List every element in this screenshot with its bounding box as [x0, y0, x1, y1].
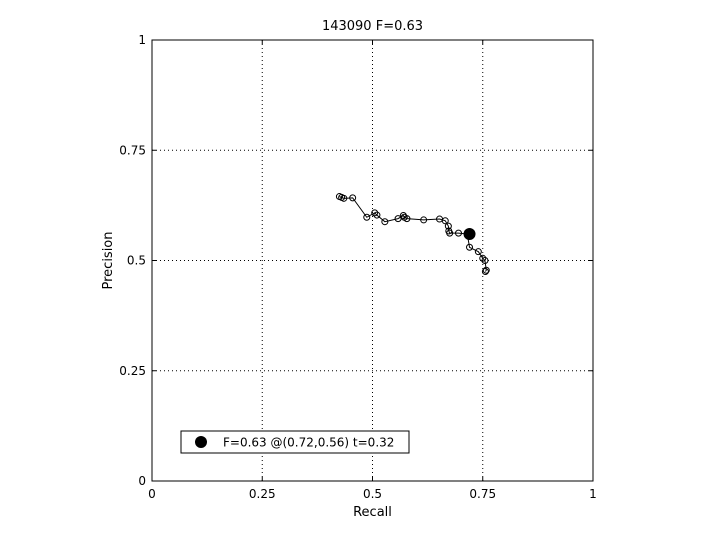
axis-ticks: 0 0.25 0.5 0.75 1 0 0.25 0.5 0.75 1: [119, 33, 597, 501]
chart-title: 143090 F=0.63: [322, 19, 423, 34]
data-point-marker: [363, 213, 371, 221]
y-axis-title: Precision: [101, 231, 116, 289]
data-point-marker: [349, 194, 357, 202]
y-tick-label: 0.5: [127, 254, 146, 268]
x-tick-label: 0.75: [469, 487, 496, 501]
best-f-point: [463, 228, 476, 241]
data-series: [335, 193, 490, 276]
data-point-marker: [444, 222, 452, 230]
best-f-marker: [463, 228, 476, 241]
y-tick-label: 0.75: [119, 143, 146, 157]
data-point-marker: [466, 243, 474, 251]
y-tick-label: 0.25: [119, 364, 146, 378]
data-point-marker: [373, 211, 381, 219]
y-tick-label: 0: [138, 474, 146, 488]
data-point-marker: [474, 248, 482, 256]
x-axis-title: Recall: [353, 505, 392, 520]
data-point-marker: [482, 266, 490, 274]
x-tick-label: 1: [589, 487, 597, 501]
x-tick-label: 0.5: [363, 487, 382, 501]
data-point-marker: [441, 217, 449, 225]
data-point-marker: [371, 209, 379, 217]
legend: F=0.63 @(0.72,0.56) t=0.32: [180, 430, 410, 454]
data-point-marker: [479, 254, 487, 262]
data-point-marker: [381, 218, 389, 226]
data-point-marker: [403, 215, 411, 223]
data-point-marker: [340, 194, 348, 202]
data-point-marker: [446, 229, 454, 237]
legend-label: F=0.63 @(0.72,0.56) t=0.32: [223, 436, 394, 450]
y-tick-label: 1: [138, 33, 146, 47]
data-point-marker: [481, 257, 489, 264]
x-tick-label: 0: [148, 487, 156, 501]
data-point-marker: [454, 229, 462, 237]
legend-marker-icon: [195, 436, 207, 448]
x-tick-label: 0.25: [249, 487, 276, 501]
series-line: [339, 196, 487, 272]
grid: [152, 40, 593, 481]
data-point-marker: [481, 268, 489, 276]
legend-box: [180, 430, 410, 454]
data-point-marker: [420, 216, 428, 224]
